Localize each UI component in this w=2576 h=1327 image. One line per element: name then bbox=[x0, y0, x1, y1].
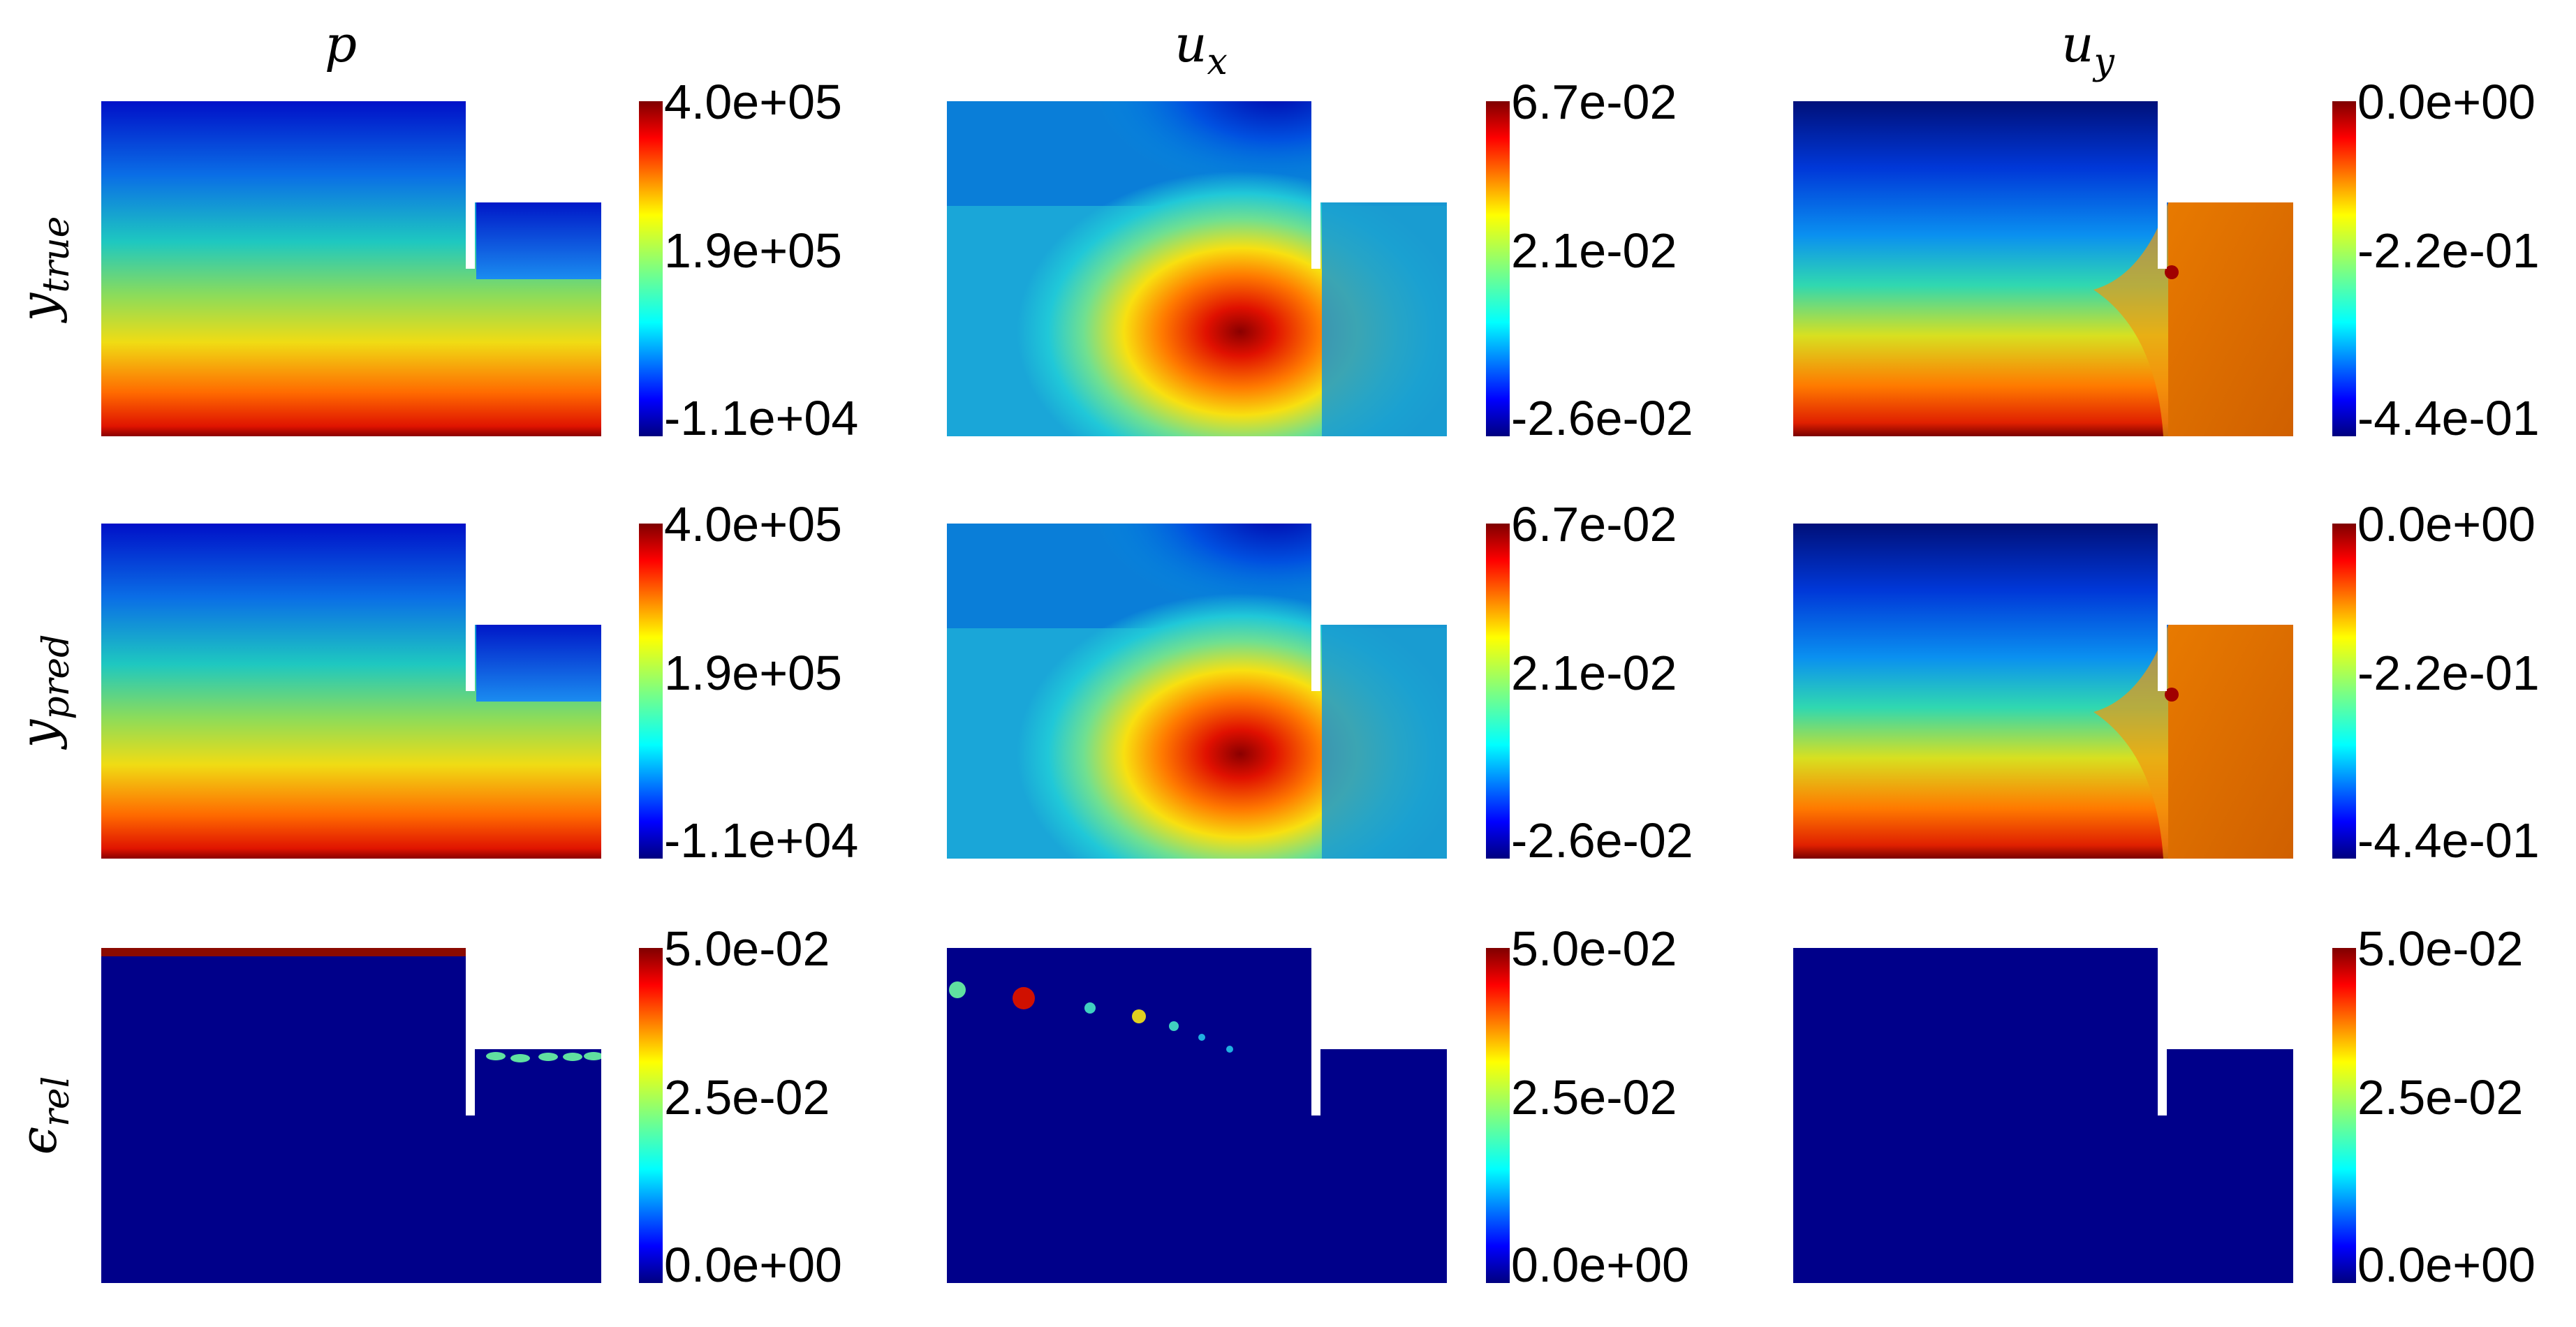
colorbar-tick-mid: 2.1e-02 bbox=[1511, 646, 1677, 700]
colorbar-tick-min: -2.6e-02 bbox=[1511, 391, 1693, 445]
field-panel-r2-c2 bbox=[947, 524, 1447, 859]
row-label-3: ϵrel bbox=[9, 1076, 78, 1155]
colorbar-tick-min: -1.1e+04 bbox=[664, 391, 858, 445]
column-header-3: uy bbox=[2061, 15, 2114, 83]
column-header-2: ux bbox=[1175, 15, 1228, 83]
colorbar-tick-mid: 2.5e-02 bbox=[2357, 1070, 2523, 1125]
colorbar-r3-c3: 5.0e-02 2.5e-02 0.0e+00 bbox=[2332, 921, 2535, 1292]
colorbar-tick-min: -4.4e-01 bbox=[2357, 391, 2540, 445]
column-header-1: p bbox=[325, 15, 357, 73]
colorbar-gradient bbox=[639, 948, 663, 1283]
colorbar-gradient bbox=[2332, 524, 2356, 859]
colorbar-gradient bbox=[639, 524, 663, 859]
column-headers: p ux uy bbox=[325, 15, 2115, 83]
column-header-symbol: u bbox=[2061, 15, 2093, 73]
colorbar-gradient bbox=[2332, 948, 2356, 1283]
colorbar-r1-c1: 4.0e+05 1.9e+05 -1.1e+04 bbox=[639, 75, 858, 445]
field-panel-r1-c3 bbox=[1793, 101, 2293, 436]
colorbar-r3-c2: 5.0e-02 2.5e-02 0.0e+00 bbox=[1486, 921, 1689, 1292]
colorbar-tick-min: -4.4e-01 bbox=[2357, 813, 2540, 868]
colorbar-tick-max: 6.7e-02 bbox=[1511, 497, 1677, 551]
colorbar-tick-mid: 2.5e-02 bbox=[664, 1070, 830, 1125]
column-header-symbol: u bbox=[1175, 15, 1207, 73]
colorbar-r3-c1: 5.0e-02 2.5e-02 0.0e+00 bbox=[639, 921, 842, 1292]
colorbar-tick-mid: 1.9e+05 bbox=[664, 646, 842, 700]
row-label-symbol: y bbox=[9, 292, 68, 323]
colorbar-tick-max: 5.0e-02 bbox=[1511, 921, 1677, 976]
row-label-subscript: pred bbox=[36, 635, 78, 720]
colorbar-tick-max: 5.0e-02 bbox=[2357, 921, 2523, 976]
row-label-subscript: rel bbox=[36, 1076, 78, 1127]
colorbar-tick-max: 6.7e-02 bbox=[1511, 75, 1677, 129]
colorbar-r2-c2: 6.7e-02 2.1e-02 -2.6e-02 bbox=[1486, 497, 1693, 868]
field-panel-r3-c3 bbox=[1793, 948, 2293, 1283]
colorbar-tick-min: -1.1e+04 bbox=[664, 813, 858, 868]
colorbar-tick-mid: 2.1e-02 bbox=[1511, 223, 1677, 278]
colorbar-tick-max: 5.0e-02 bbox=[664, 921, 830, 976]
colorbar-tick-mid: 2.5e-02 bbox=[1511, 1070, 1677, 1125]
row-label-symbol: ϵ bbox=[9, 1127, 68, 1155]
field-panel-r3-c1 bbox=[101, 948, 601, 1283]
colorbar-r2-c1: 4.0e+05 1.9e+05 -1.1e+04 bbox=[639, 497, 858, 868]
colorbar-tick-min: 0.0e+00 bbox=[2357, 1238, 2535, 1292]
colorbar-tick-min: -2.6e-02 bbox=[1511, 813, 1693, 868]
field-panel-r3-c2 bbox=[947, 948, 1447, 1283]
colorbar-tick-min: 0.0e+00 bbox=[664, 1238, 842, 1292]
field-panel-r2-c1 bbox=[101, 524, 601, 859]
row-label-symbol: y bbox=[9, 718, 68, 750]
colorbar-r1-c2: 6.7e-02 2.1e-02 -2.6e-02 bbox=[1486, 75, 1693, 445]
colorbar-tick-max: 0.0e+00 bbox=[2357, 75, 2535, 129]
column-header-subscript: y bbox=[2092, 41, 2114, 83]
row-label-2: ypred bbox=[9, 635, 78, 750]
colorbar-tick-max: 0.0e+00 bbox=[2357, 497, 2535, 551]
colorbar-tick-mid: -2.2e-01 bbox=[2357, 646, 2540, 700]
colorbar-tick-max: 4.0e+05 bbox=[664, 75, 842, 129]
field-panel-r2-c3 bbox=[1793, 524, 2293, 859]
row-label-subscript: true bbox=[36, 216, 78, 293]
colorbar-tick-min: 0.0e+00 bbox=[1511, 1238, 1689, 1292]
colorbars: 4.0e+05 1.9e+05 -1.1e+04 6.7e-02 2.1e-02 -2.6… bbox=[639, 75, 2540, 1292]
colorbar-gradient bbox=[1486, 101, 1510, 436]
colorbar-gradient bbox=[1486, 948, 1510, 1283]
colorbar-tick-mid: 1.9e+05 bbox=[664, 223, 842, 278]
colorbar-gradient bbox=[2332, 101, 2356, 436]
column-header-symbol: p bbox=[325, 15, 357, 73]
column-header-subscript: x bbox=[1207, 41, 1228, 83]
colorbar-r2-c3: 0.0e+00 -2.2e-01 -4.4e-01 bbox=[2332, 497, 2540, 868]
field-panel-r1-c1 bbox=[101, 101, 601, 436]
colorbar-gradient bbox=[639, 101, 663, 436]
colorbar-tick-max: 4.0e+05 bbox=[664, 497, 842, 551]
colorbar-r1-c3: 0.0e+00 -2.2e-01 -4.4e-01 bbox=[2332, 75, 2540, 445]
colorbar-tick-mid: -2.2e-01 bbox=[2357, 223, 2540, 278]
colorbar-gradient bbox=[1486, 524, 1510, 859]
panels bbox=[101, 101, 2293, 1283]
field-panel-r1-c2 bbox=[947, 101, 1447, 436]
row-label-1: ytrue bbox=[9, 216, 78, 324]
